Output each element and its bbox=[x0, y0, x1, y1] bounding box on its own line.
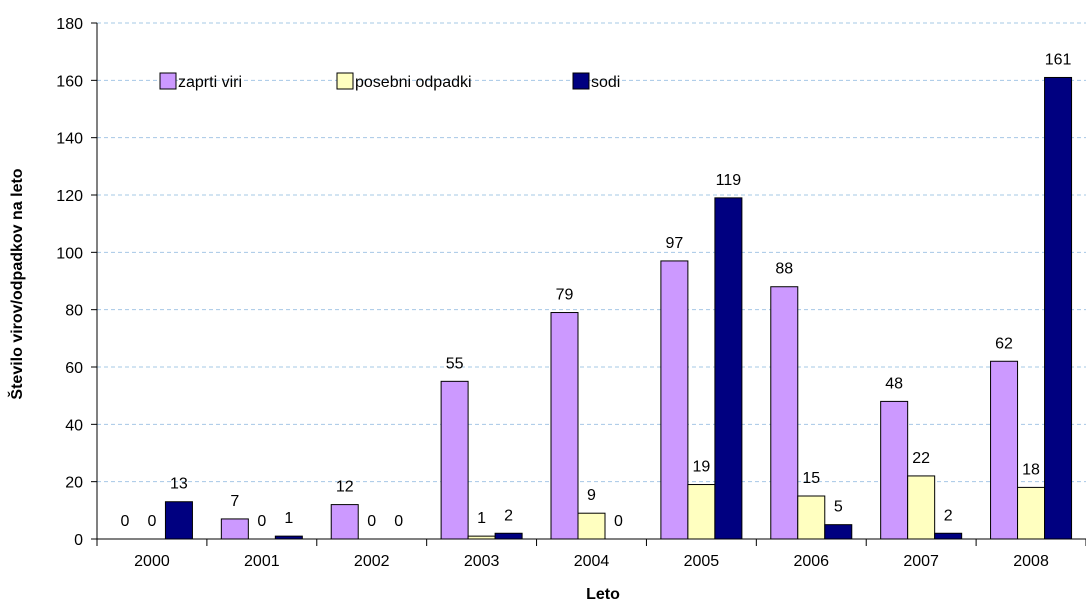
data-label: 19 bbox=[692, 459, 710, 476]
bar bbox=[494, 532, 523, 540]
x-tick-label: 2008 bbox=[1013, 553, 1049, 570]
bar bbox=[824, 524, 853, 540]
bar bbox=[164, 501, 193, 540]
data-label: 2 bbox=[944, 507, 953, 524]
y-tick-label: 0 bbox=[74, 532, 83, 549]
bar bbox=[934, 532, 963, 540]
data-label: 0 bbox=[120, 513, 129, 530]
bar bbox=[880, 400, 909, 540]
y-tick-label: 160 bbox=[56, 73, 83, 90]
y-tick-label: 180 bbox=[56, 16, 83, 33]
data-label: 48 bbox=[885, 375, 903, 392]
data-label: 55 bbox=[446, 355, 464, 372]
gridlines bbox=[97, 22, 1086, 483]
legend-swatch bbox=[572, 72, 590, 90]
data-label: 0 bbox=[147, 513, 156, 530]
legend-swatch bbox=[159, 72, 177, 90]
data-label: 15 bbox=[802, 470, 820, 487]
y-tick-label: 120 bbox=[56, 188, 83, 205]
data-label: 22 bbox=[912, 450, 930, 467]
data-label: 9 bbox=[587, 487, 596, 504]
data-label: 0 bbox=[614, 513, 623, 530]
bar bbox=[907, 475, 936, 540]
legend-label: sodi bbox=[591, 74, 620, 91]
axes bbox=[91, 22, 1086, 546]
legend-swatch bbox=[336, 72, 354, 90]
data-label: 7 bbox=[230, 493, 239, 510]
bars bbox=[164, 76, 1073, 540]
x-tick-label: 2004 bbox=[574, 553, 610, 570]
data-label: 0 bbox=[367, 513, 376, 530]
data-label: 2 bbox=[504, 507, 513, 524]
x-tick-label: 2001 bbox=[244, 553, 280, 570]
y-tick-label: 80 bbox=[65, 303, 83, 320]
data-label: 119 bbox=[716, 172, 742, 189]
y-tick-label: 40 bbox=[65, 417, 83, 434]
x-tick-label: 2005 bbox=[684, 553, 720, 570]
bar bbox=[440, 380, 469, 540]
data-label: 161 bbox=[1045, 51, 1072, 68]
data-label: 62 bbox=[995, 335, 1013, 352]
legend-label: zaprti viri bbox=[178, 74, 242, 91]
bar bbox=[1017, 486, 1046, 540]
bar bbox=[577, 512, 606, 540]
x-tick-label: 2000 bbox=[134, 553, 170, 570]
y-tick-label: 60 bbox=[65, 360, 83, 377]
data-label: 79 bbox=[556, 287, 574, 304]
data-label: 5 bbox=[834, 499, 843, 516]
bar bbox=[1044, 76, 1073, 540]
bar bbox=[770, 286, 799, 540]
data-label: 97 bbox=[665, 235, 683, 252]
bar bbox=[797, 495, 826, 540]
x-axis-title: Leto bbox=[586, 586, 620, 602]
x-tick-label: 2007 bbox=[903, 553, 939, 570]
bar bbox=[330, 504, 359, 540]
data-label: 0 bbox=[257, 513, 266, 530]
data-label: 1 bbox=[477, 510, 486, 527]
bar bbox=[660, 260, 689, 540]
y-tick-label: 100 bbox=[56, 245, 83, 262]
data-label: 0 bbox=[394, 513, 403, 530]
data-label: 88 bbox=[775, 261, 793, 278]
y-tick-label: 140 bbox=[56, 131, 83, 148]
data-label: 18 bbox=[1022, 461, 1040, 478]
x-tick-label: 2003 bbox=[464, 553, 500, 570]
bar bbox=[990, 360, 1019, 540]
legend: zaprti viri posebni odpadki sodi bbox=[159, 72, 620, 91]
bar bbox=[714, 197, 743, 540]
bar bbox=[550, 312, 579, 540]
bar bbox=[220, 518, 249, 540]
data-label: 12 bbox=[336, 479, 354, 496]
legend-label: posebni odpadki bbox=[355, 74, 472, 91]
data-label: 13 bbox=[170, 476, 188, 493]
x-tick-label: 2002 bbox=[354, 553, 390, 570]
y-axis-title: Število virov/odpadkov na leto bbox=[7, 168, 26, 399]
y-tick-label: 20 bbox=[65, 475, 83, 492]
bar bbox=[687, 484, 716, 540]
x-tick-label: 2006 bbox=[793, 553, 829, 570]
data-label: 1 bbox=[284, 510, 293, 527]
